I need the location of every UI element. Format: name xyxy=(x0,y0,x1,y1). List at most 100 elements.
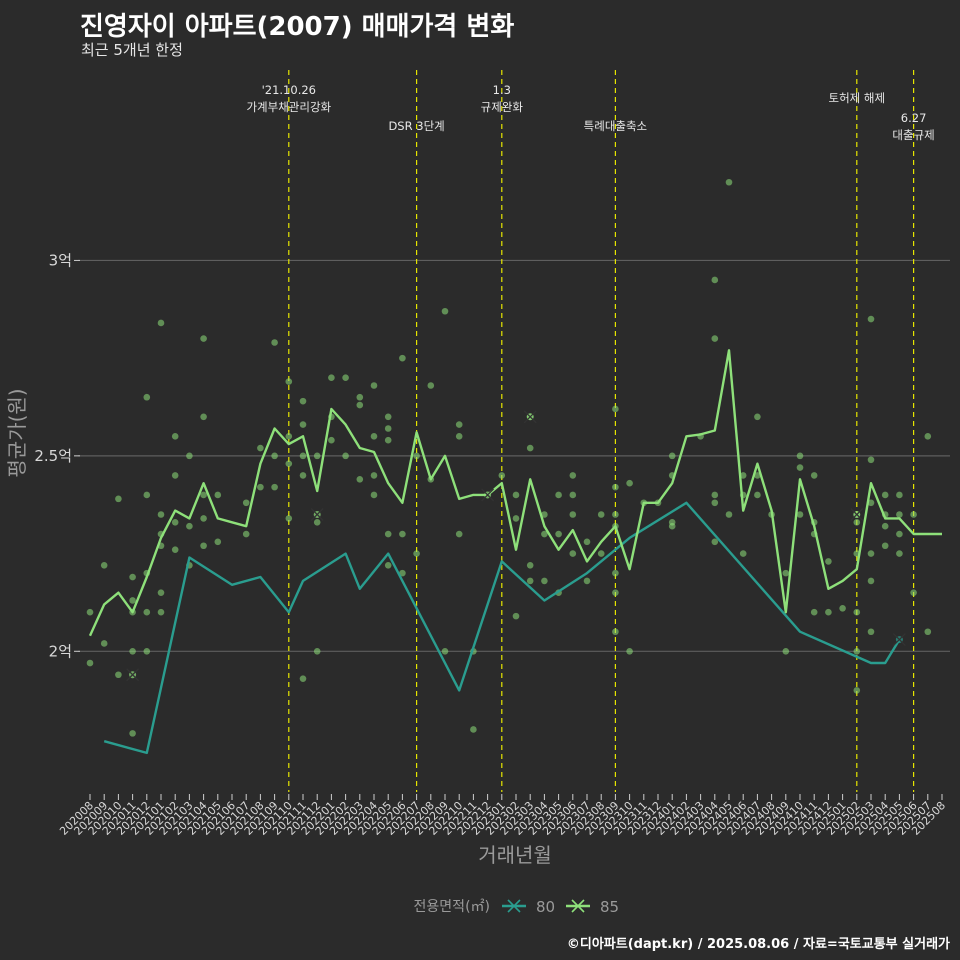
data-point xyxy=(214,491,222,499)
data-point xyxy=(711,276,719,284)
data-point xyxy=(711,538,719,546)
data-point xyxy=(399,354,406,362)
data-point xyxy=(867,577,875,585)
data-point xyxy=(668,519,676,526)
data-point xyxy=(143,647,151,655)
data-point xyxy=(271,452,278,460)
data-point xyxy=(867,499,875,507)
legend-item-80: 80 xyxy=(502,898,555,916)
series-line-85 xyxy=(88,349,942,637)
series-marker-85 xyxy=(126,668,140,682)
data-point xyxy=(867,315,875,323)
data-point xyxy=(370,382,378,389)
y-tick-label: 2억 xyxy=(49,642,72,660)
data-point xyxy=(427,382,435,389)
chart-subtitle: 최근 5개년 한정 xyxy=(81,41,183,59)
data-point xyxy=(668,452,676,460)
legend-label: 80 xyxy=(536,898,555,916)
chart-title: 진영자이 아파트(2007) 매매가격 변화 xyxy=(80,12,515,42)
data-point xyxy=(313,452,321,460)
data-point xyxy=(597,511,605,518)
data-point xyxy=(285,433,293,440)
series-line-80 xyxy=(103,501,901,755)
data-point xyxy=(881,491,889,499)
data-point xyxy=(299,675,307,682)
data-point xyxy=(356,401,364,409)
data-point xyxy=(356,476,364,483)
data-point xyxy=(370,433,378,440)
data-point xyxy=(853,687,861,694)
data-point xyxy=(754,472,761,479)
data-point xyxy=(115,671,122,679)
data-point xyxy=(200,542,207,550)
data-point xyxy=(896,550,903,557)
event-label: 대출규제 xyxy=(892,128,934,142)
data-point xyxy=(115,495,122,503)
data-point xyxy=(313,519,321,526)
data-point xyxy=(399,530,406,538)
data-point xyxy=(796,511,804,518)
data-point xyxy=(612,589,619,596)
data-point xyxy=(881,522,889,530)
data-point xyxy=(881,542,889,550)
data-point xyxy=(569,472,577,479)
data-point xyxy=(541,577,548,585)
data-point xyxy=(342,374,349,381)
data-point xyxy=(100,562,108,569)
data-point xyxy=(541,530,548,538)
data-point xyxy=(129,597,136,604)
data-point xyxy=(626,647,633,655)
data-point xyxy=(612,483,619,491)
event-label: 토허제 해제 xyxy=(829,91,886,105)
chart-caption: ©디아파트(dapt.kr) / 2025.08.06 / 자료=국토교통부 실… xyxy=(566,937,950,952)
data-point xyxy=(299,452,307,460)
data-point xyxy=(597,550,605,557)
data-point xyxy=(129,573,136,581)
data-point xyxy=(285,515,293,522)
event-label: 1.3 xyxy=(493,83,511,97)
data-point xyxy=(384,413,392,421)
data-point xyxy=(896,491,903,499)
data-point xyxy=(470,726,477,733)
data-point xyxy=(555,491,562,499)
data-point xyxy=(739,472,747,479)
data-point xyxy=(200,491,207,499)
data-point xyxy=(186,452,193,460)
data-point xyxy=(910,589,917,596)
data-point xyxy=(612,405,619,413)
data-point xyxy=(413,550,420,557)
series-marker-85 xyxy=(523,410,537,424)
data-point xyxy=(526,562,534,569)
event-label: DSR 3단계 xyxy=(388,119,444,133)
data-point xyxy=(612,511,619,518)
data-point xyxy=(782,569,790,577)
data-point xyxy=(569,550,577,557)
data-point xyxy=(825,608,832,616)
data-point xyxy=(739,550,747,557)
data-point xyxy=(257,444,264,452)
data-point xyxy=(853,608,861,616)
data-point xyxy=(754,413,761,421)
data-point xyxy=(214,538,222,546)
x-axis-label: 거래년월 xyxy=(478,843,552,867)
data-point xyxy=(612,628,619,636)
data-point xyxy=(526,444,534,452)
event-label: 6.27 xyxy=(901,111,927,125)
data-point xyxy=(583,538,591,546)
data-point xyxy=(725,511,733,518)
data-point xyxy=(626,479,633,487)
data-point xyxy=(271,483,278,491)
data-point xyxy=(384,530,392,538)
data-point xyxy=(910,511,917,518)
event-label: '21.10.26 xyxy=(262,83,316,97)
data-point xyxy=(129,730,136,737)
data-point xyxy=(399,569,406,577)
data-point xyxy=(810,472,818,479)
event-label: 규제완화 xyxy=(481,100,524,114)
series-marker-85 xyxy=(310,508,324,521)
data-point xyxy=(342,452,349,460)
data-point xyxy=(200,413,207,421)
data-point xyxy=(754,491,761,499)
data-point xyxy=(612,569,619,577)
data-point xyxy=(512,612,520,620)
